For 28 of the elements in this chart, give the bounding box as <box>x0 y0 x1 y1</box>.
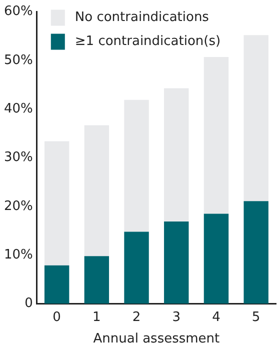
x-tick-label: 5 <box>252 310 260 325</box>
bar <box>124 232 149 304</box>
y-tick-label: 40% <box>4 102 33 117</box>
x-axis-title: Annual assessment <box>93 332 220 347</box>
x-tick-label: 1 <box>92 310 101 325</box>
bar <box>84 256 110 304</box>
bar <box>204 57 229 214</box>
x-tick-label: 4 <box>212 310 220 325</box>
x-tick-label: 2 <box>132 310 141 325</box>
bar <box>244 35 268 202</box>
y-tick-label: 10% <box>4 248 33 263</box>
bar <box>44 141 70 266</box>
y-tick-label: 20% <box>4 198 33 214</box>
bar <box>164 222 189 304</box>
bar <box>204 214 229 304</box>
bar <box>44 265 70 304</box>
legend-label: ≥1 contraindication(s) <box>74 34 221 50</box>
y-tick-label: 0 <box>24 296 33 312</box>
bar <box>124 100 149 232</box>
y-tick-label: 50% <box>4 52 33 68</box>
bar <box>164 88 189 222</box>
bar <box>244 201 268 304</box>
y-tick-label: 30% <box>4 150 33 166</box>
x-tick-label: 0 <box>52 310 61 325</box>
legend-label: No contraindications <box>74 10 210 26</box>
bar <box>84 125 110 256</box>
x-tick-label: 3 <box>172 310 181 325</box>
y-tick-label: 60% <box>4 4 33 20</box>
